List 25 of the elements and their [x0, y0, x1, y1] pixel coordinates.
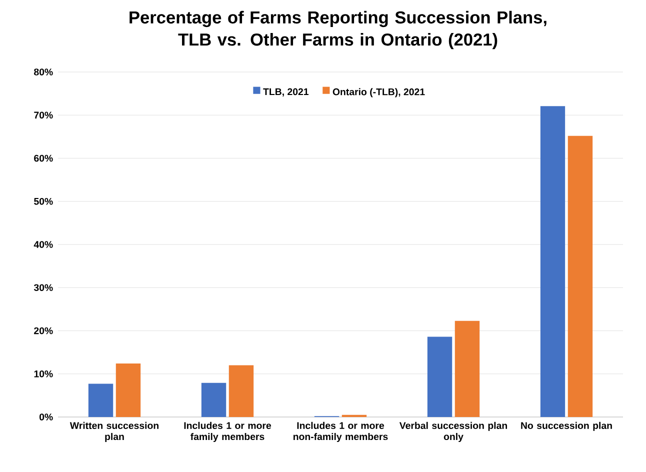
y-tick-label: 10%	[34, 370, 53, 378]
x-tick-label: Includes 1 or more non-family members	[293, 422, 388, 442]
y-tick-label: 60%	[34, 154, 53, 162]
y-tick-label: 0%	[40, 414, 53, 420]
x-tick-label: Includes 1 or more family members	[184, 422, 272, 442]
bar	[228, 365, 254, 417]
y-tick-label: 50%	[34, 198, 53, 205]
bar	[116, 364, 141, 417]
y-tick-label: 80%	[34, 68, 53, 76]
x-tick-label: No succession plan	[521, 422, 612, 431]
bar	[540, 106, 566, 417]
y-tick-label: 30%	[34, 284, 53, 292]
y-tick-label: 40%	[34, 241, 53, 248]
legend-label: TLB, 2021	[263, 88, 309, 97]
bar	[568, 136, 593, 417]
x-tick-label: Written succession plan	[70, 422, 158, 442]
chart-title: Percentage of Farms Reporting Succession Plans, TLB vs. Other Farms in Ontario (2021)	[130, 10, 546, 50]
bar	[88, 384, 114, 417]
bar	[454, 320, 480, 417]
y-tick-label: 70%	[34, 112, 53, 119]
bar	[201, 382, 226, 417]
y-tick-label: 20%	[34, 327, 53, 334]
legend-label: Ontario (-TLB), 2021	[332, 88, 425, 98]
x-tick-label: Verbal succession plan only	[399, 422, 507, 442]
bar	[427, 336, 452, 417]
